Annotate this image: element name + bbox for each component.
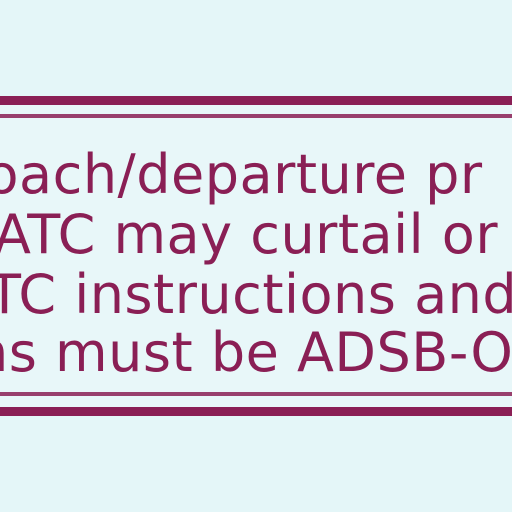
notice-line-2: ATC may curtail or m (0, 203, 512, 266)
notice-line-1: roach/departure pr (0, 143, 483, 206)
notice-line-3: TC instructions and (0, 263, 512, 326)
notice-line-4: ns must be ADSB-O (0, 321, 512, 384)
notice-bottom-rule (0, 392, 512, 396)
notice-border (0, 96, 512, 416)
notice-top-rule (0, 114, 512, 118)
